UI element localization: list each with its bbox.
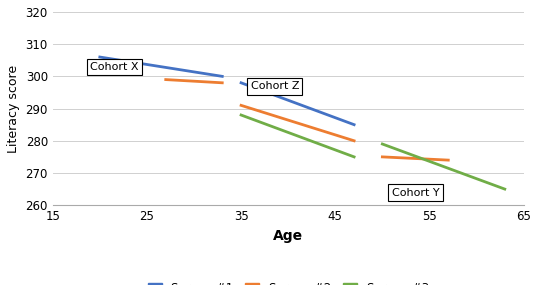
X-axis label: Age: Age <box>273 229 303 243</box>
Legend: Survey #1, Survey #2, Survey #3: Survey #1, Survey #2, Survey #3 <box>143 277 434 285</box>
Text: Cohort X: Cohort X <box>90 62 139 72</box>
Y-axis label: Literacy score: Literacy score <box>7 64 20 153</box>
Text: Cohort Z: Cohort Z <box>251 81 299 91</box>
Text: Cohort Y: Cohort Y <box>392 188 440 198</box>
